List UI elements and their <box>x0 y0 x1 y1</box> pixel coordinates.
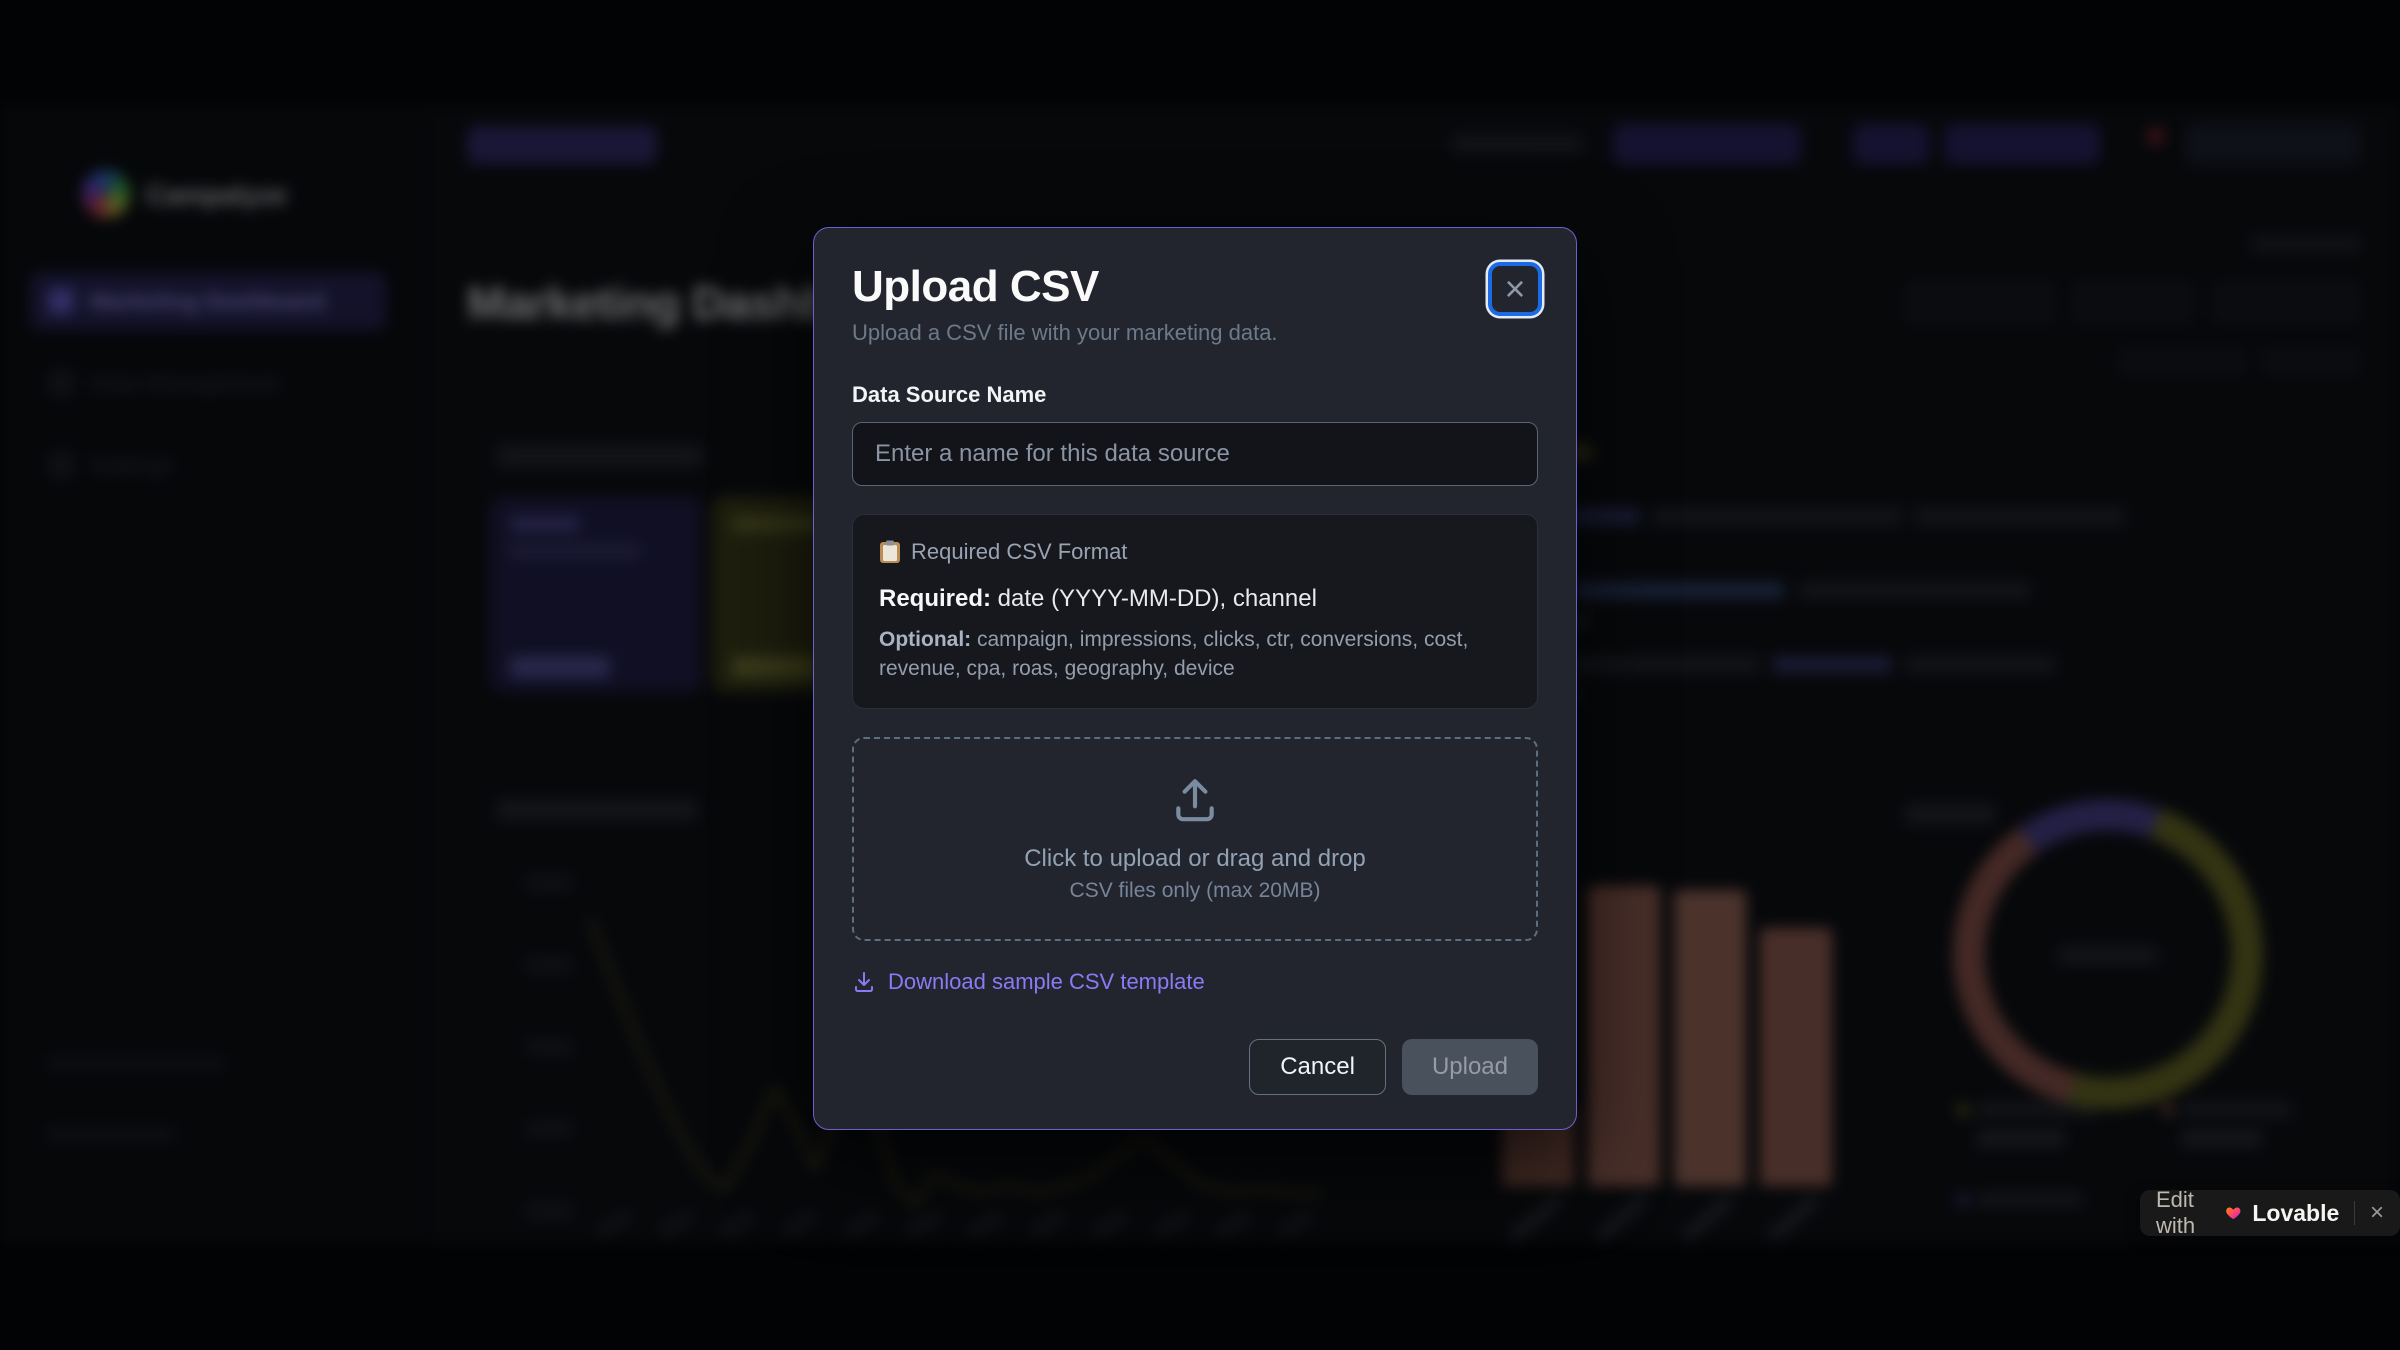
badge-prefix: Edit with <box>2156 1187 2196 1238</box>
modal-footer: Cancel Upload <box>852 1038 1538 1095</box>
optional-fields-line: Optional: campaign, impressions, clicks,… <box>879 625 1511 684</box>
optional-label: Optional: <box>879 628 972 651</box>
close-button[interactable]: × <box>1488 262 1542 316</box>
download-template-label: Download sample CSV template <box>888 968 1205 994</box>
upload-button[interactable]: Upload <box>1401 1038 1538 1095</box>
file-dropzone[interactable]: Click to upload or drag and drop CSV fil… <box>852 736 1538 941</box>
modal-title: Upload CSV <box>852 262 1099 311</box>
badge-divider <box>2354 1201 2355 1225</box>
lovable-heart-icon <box>2225 1207 2241 1220</box>
upload-icon <box>1176 778 1214 822</box>
close-icon: × <box>1504 268 1526 309</box>
download-icon <box>855 971 873 992</box>
optional-value: campaign, impressions, clicks, ctr, conv… <box>879 628 1469 681</box>
download-template-link[interactable]: Download sample CSV template <box>852 969 1205 995</box>
clipboard-icon <box>880 540 900 563</box>
cancel-button[interactable]: Cancel <box>1249 1038 1386 1095</box>
upload-csv-modal: Upload CSV Upload a CSV file with your m… <box>813 227 1577 1130</box>
format-box-heading: Required CSV Format <box>911 539 1128 564</box>
csv-format-info-box: Required CSV Format Required: date (YYYY… <box>852 514 1538 709</box>
data-source-name-input[interactable] <box>852 422 1538 486</box>
required-label: Required: <box>879 585 992 612</box>
required-fields-line: Required: date (YYYY-MM-DD), channel <box>879 585 1511 613</box>
modal-subtitle: Upload a CSV file with your marketing da… <box>852 320 1278 345</box>
badge-close-icon[interactable]: × <box>2369 1199 2384 1226</box>
edit-with-lovable-badge[interactable]: Edit with Lovable × <box>2140 1187 2400 1238</box>
dropzone-primary-text: Click to upload or drag and drop <box>1024 844 1366 872</box>
data-source-name-label: Data Source Name <box>852 382 1047 407</box>
dropzone-secondary-text: CSV files only (max 20MB) <box>1069 878 1321 902</box>
required-value: date (YYYY-MM-DD), channel <box>991 585 1317 612</box>
badge-brand: Lovable <box>2252 1199 2340 1226</box>
